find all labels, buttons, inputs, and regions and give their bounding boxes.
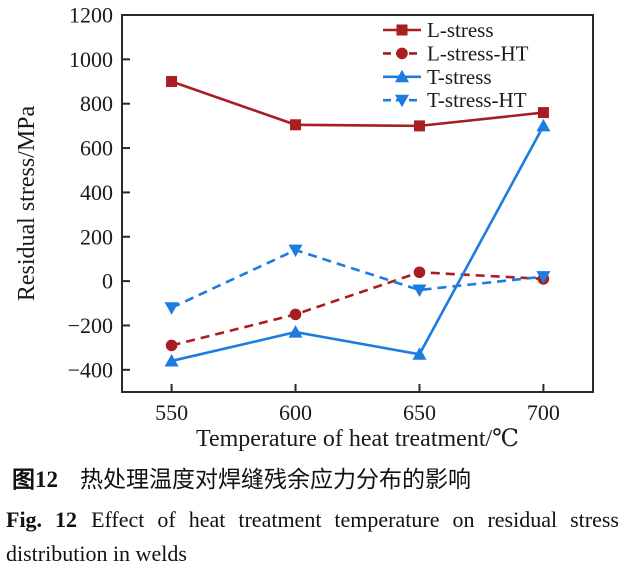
x-tick-label: 550: [155, 400, 188, 425]
figure-container: −400 −200 0 200 400 600 800 1000 1200 550 600 650 70…: [6, 3, 619, 571]
square-marker: [413, 120, 425, 132]
circle-marker: [396, 47, 408, 60]
caption-en-label: Fig. 12: [6, 507, 78, 533]
triangle-up-marker: [395, 69, 409, 83]
y-tick-label: 600: [80, 136, 113, 161]
y-tick-label: 1000: [69, 47, 113, 72]
legend-item-l-stress: L-stress: [383, 18, 494, 42]
y-tick-label: 400: [80, 180, 113, 205]
circle-marker: [413, 266, 426, 279]
square-marker: [396, 24, 408, 36]
x-tick-label: 700: [527, 400, 560, 425]
series-line: [171, 248, 544, 309]
legend-label: L-stress: [427, 18, 494, 42]
plot-frame: [121, 14, 594, 393]
triangle-down-marker: [164, 302, 179, 315]
legend-label: T-stress-HT: [427, 88, 527, 112]
series-l-stress-ht: [165, 266, 550, 352]
series-line: [171, 80, 544, 128]
triangle-up-marker: [536, 118, 551, 132]
series-line: [171, 125, 545, 363]
triangle-down-marker: [288, 244, 303, 258]
y-tick-label: 0: [102, 269, 113, 294]
triangle-down-marker: [536, 271, 551, 284]
legend-item-t-stress-ht: T-stress-HT: [383, 88, 527, 112]
triangle-up-marker: [164, 353, 179, 367]
series-t-stress-ht: [164, 244, 551, 315]
residual-stress-line-chart: −400 −200 0 200 400 600 800 1000 1200 550 600 650 70…: [14, 3, 594, 452]
triangle-up-marker: [412, 347, 427, 360]
y-tick-label: 1200: [69, 3, 113, 28]
caption-zh-text: 热处理温度对焊缝残余应力分布的影响: [80, 467, 471, 492]
caption-zh-label: 图12: [12, 467, 58, 492]
caption-zh: 图12 热处理温度对焊缝残余应力分布的影响: [12, 464, 617, 495]
square-marker: [166, 76, 178, 88]
triangle-down-marker: [412, 284, 427, 297]
x-tick-label: 650: [403, 400, 436, 425]
circle-marker: [165, 339, 178, 352]
series-t-stress: [164, 118, 551, 367]
y-tick-label: 800: [80, 91, 113, 116]
square-marker: [537, 107, 549, 119]
y-tick-label: −400: [68, 357, 113, 382]
legend-item-t-stress: T-stress: [383, 65, 492, 89]
caption-en: Fig. 12 Effect of heat treatment temperat…: [6, 503, 619, 571]
triangle-up-marker: [288, 325, 303, 338]
caption-en-text: Effect of heat treatment temperature on …: [6, 507, 619, 567]
y-tick-label: −200: [68, 313, 113, 338]
x-tick-label: 600: [279, 400, 312, 425]
series-l-stress: [166, 76, 549, 132]
x-axis-title: Temperature of heat treatment/℃: [196, 426, 519, 452]
square-marker: [290, 119, 302, 131]
legend-label: T-stress: [427, 65, 492, 89]
triangle-down-marker: [395, 94, 409, 108]
y-axis-title: Residual stress/MPa: [14, 105, 40, 301]
series-line: [171, 270, 544, 347]
legend-label: L-stress-HT: [427, 41, 529, 65]
y-tick-label: 200: [80, 224, 113, 249]
circle-marker: [289, 308, 302, 321]
legend-item-l-stress-ht: L-stress-HT: [383, 41, 529, 65]
